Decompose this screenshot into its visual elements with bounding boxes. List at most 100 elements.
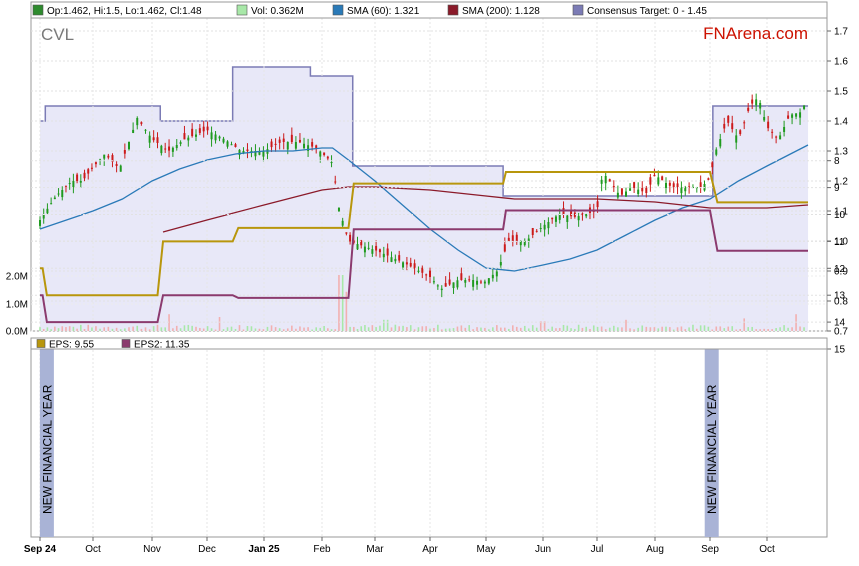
eps-tick-label: 8 (834, 156, 840, 167)
candle-body (258, 151, 261, 155)
volume-bar (555, 328, 557, 331)
volume-bar (688, 327, 690, 331)
volume-bar (433, 328, 435, 331)
candle-body (779, 135, 782, 140)
new-financial-year-label: NEW FINANCIAL YEAR (705, 384, 719, 514)
candle-body (175, 145, 178, 149)
volume-bar (398, 326, 400, 331)
volume-bar (144, 327, 147, 331)
volume-bar (311, 329, 313, 331)
candle-body (294, 142, 297, 149)
volume-bar (508, 328, 510, 331)
candle-body (402, 262, 405, 268)
eps-tick-label: 10 (834, 210, 846, 221)
volume-bar (743, 318, 745, 331)
candle-body (727, 115, 730, 123)
candle-body (405, 262, 408, 265)
volume-bar (460, 325, 463, 331)
candle-body (127, 141, 130, 150)
volume-bar (254, 328, 257, 331)
volume-bar (771, 329, 773, 331)
volume-bar (731, 326, 734, 331)
volume-bar (488, 329, 490, 331)
volume-bar (107, 326, 110, 331)
candle-body (448, 279, 451, 285)
volume-bar (345, 291, 348, 331)
volume-bar (468, 325, 470, 331)
volume-bar (65, 327, 67, 331)
volume-bar (76, 328, 78, 331)
candle-body (585, 214, 588, 217)
eps-tick-label: 11 (834, 237, 845, 248)
candle-body (298, 139, 301, 143)
volume-bar (649, 327, 652, 331)
volume-bar (46, 327, 49, 331)
candle-body (382, 253, 385, 258)
volume-bar (115, 327, 118, 331)
candle-body (558, 214, 561, 220)
candle-body (680, 187, 683, 194)
volume-bar (429, 328, 431, 331)
candle-body (42, 214, 45, 219)
volume-bar (496, 325, 498, 331)
candle-body (633, 182, 636, 188)
volume-bar (581, 327, 584, 331)
volume-bar (625, 319, 627, 331)
candle-body (436, 285, 439, 287)
volume-bar (464, 327, 467, 331)
volume-bar (132, 326, 134, 331)
volume-bar (645, 326, 648, 331)
candle-body (608, 179, 611, 182)
volume-bar (680, 326, 683, 331)
volume-bar (210, 328, 213, 331)
candle-body (539, 228, 542, 229)
volume-bar (613, 325, 615, 331)
volume-bar (191, 325, 193, 331)
candle-body (444, 283, 447, 287)
new-financial-year-band (704, 349, 719, 537)
candle-body (198, 128, 201, 133)
volume-bar (641, 325, 644, 331)
candle-body (46, 208, 49, 214)
candle-body (218, 136, 221, 139)
volume-bar (202, 328, 205, 331)
candle-body (637, 189, 640, 195)
candle-body (238, 149, 241, 155)
brand-logo: FNArena.com (703, 24, 808, 43)
volume-bar (274, 327, 277, 331)
candle-body (661, 176, 664, 181)
volume-bar (57, 328, 60, 331)
candle-body (72, 181, 75, 188)
volume-bar (621, 327, 623, 331)
legend-swatch (332, 4, 344, 16)
candle-body (657, 177, 660, 185)
volume-bar (755, 329, 757, 331)
volume-bar (539, 321, 542, 331)
volume-bar (637, 327, 639, 331)
candle-body (90, 167, 93, 169)
volume-bar (278, 328, 281, 331)
volume-bar (452, 328, 455, 331)
candle-body (123, 150, 126, 154)
volume-bar (543, 321, 546, 331)
candle-body (179, 142, 182, 144)
volume-bar (179, 328, 182, 331)
candle-body (68, 183, 71, 185)
candle-body (771, 131, 774, 133)
volume-bar (633, 329, 635, 331)
x-tick-label: Sep 24 (24, 544, 57, 555)
candle-body (360, 240, 363, 246)
volume-bar (175, 325, 178, 331)
candle-body (747, 107, 750, 111)
legend-entry: SMA (60): 1.321 (347, 6, 420, 17)
volume-bar (562, 324, 565, 331)
volume-bar (218, 317, 221, 331)
new-financial-year-band (39, 349, 54, 537)
volume-bar (140, 328, 143, 331)
volume-bar (763, 328, 765, 331)
candle-body (600, 179, 603, 184)
volume-bar (711, 329, 714, 331)
candle-body (723, 123, 726, 129)
candle-body (751, 99, 754, 104)
legend-entry: Consensus Target: 0 - 1.45 (587, 6, 707, 17)
